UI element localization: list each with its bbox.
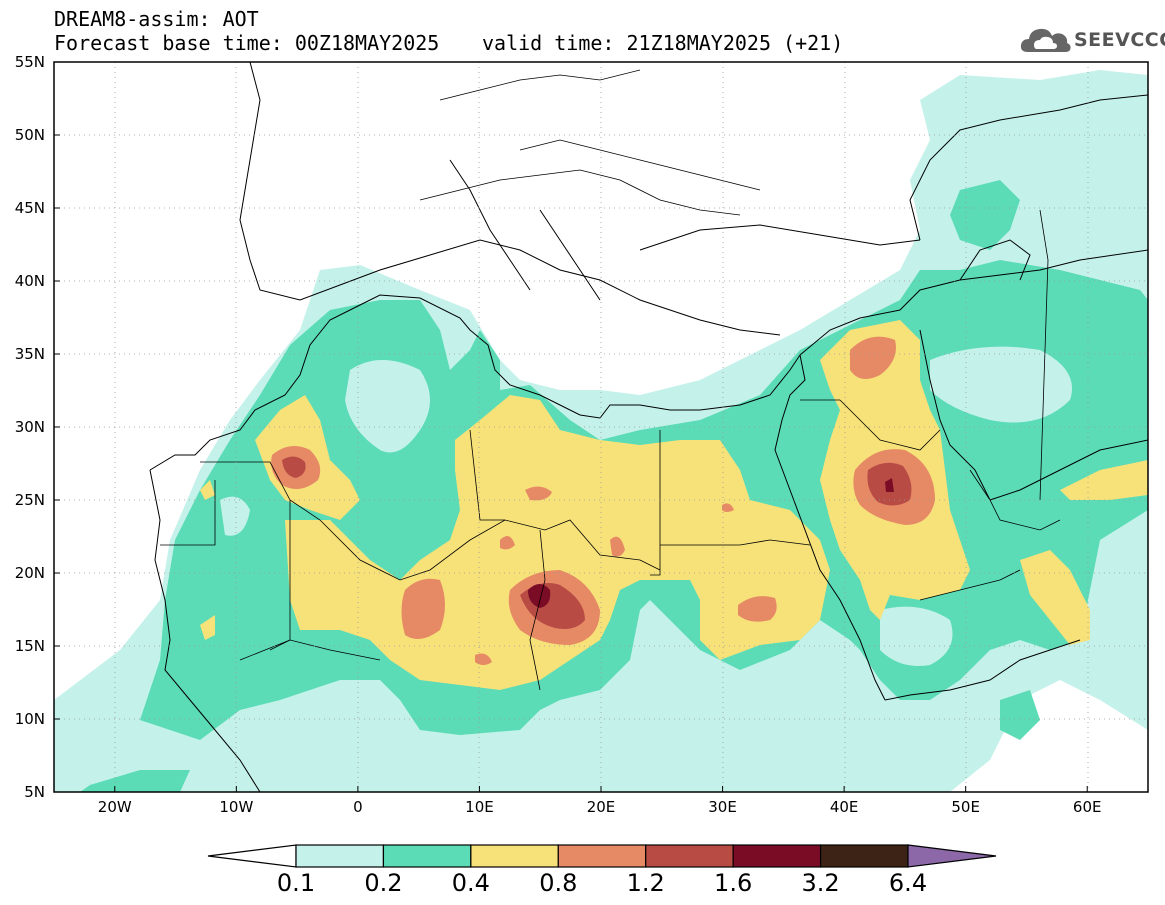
colorbar-label: 0.8: [539, 869, 578, 897]
colorbar-segment: [557, 844, 647, 868]
lat-label: 10N: [14, 710, 45, 728]
colorbar-segment: [645, 844, 734, 868]
lon-label: 60E: [1072, 798, 1102, 816]
colorbar-label: 6.4: [888, 869, 928, 897]
colorbar-segment: [819, 844, 909, 868]
lat-label: 40N: [14, 272, 45, 290]
coastlines: [149, 62, 1148, 792]
country-borders: [160, 69, 1061, 691]
lon-label: 40E: [829, 798, 859, 816]
aot-layer-1.6: [528, 478, 894, 608]
lon-label: 0: [353, 798, 363, 816]
colorbar-label: 3.2: [801, 869, 840, 897]
lon-label: 20W: [97, 798, 132, 816]
gridlines: [54, 62, 1148, 792]
lat-label: 50N: [14, 126, 45, 144]
colorbar-segment: [732, 844, 822, 868]
lat-label: 25N: [14, 491, 45, 509]
lat-label: 55N: [14, 53, 45, 71]
lon-label: 10W: [219, 798, 254, 816]
lon-label: 50E: [951, 798, 980, 816]
lon-label: 30E: [708, 798, 737, 816]
lat-label: 15N: [14, 637, 45, 655]
lat-label: 45N: [14, 199, 45, 217]
lat-label: 20N: [14, 564, 45, 582]
forecast-base-time: Forecast base time: 00Z18MAY2025: [54, 31, 440, 55]
aot-layer-0.1-patches: [220, 346, 1072, 666]
chart-title: DREAM8-assim: AOT: [54, 7, 259, 31]
cloud-icon: [1020, 28, 1071, 52]
colorbar-left-extension: [207, 844, 297, 868]
colorbar-label: 0.1: [276, 869, 316, 897]
colorbar-segment: [295, 844, 385, 868]
colorbar-segment: [382, 844, 472, 868]
colorbar-label: 1.2: [626, 869, 665, 897]
valid-time: valid time: 21Z18MAY2025 (+21): [482, 31, 844, 55]
lat-label: 5N: [24, 783, 45, 801]
lon-label: 10E: [465, 798, 494, 816]
colorbar-label: 1.6: [714, 869, 753, 897]
axis-ticks: [54, 61, 1088, 793]
lat-label: 30N: [14, 418, 45, 436]
colorbar-label: 0.4: [451, 869, 490, 897]
colorbar-label: 0.2: [364, 869, 403, 897]
logo-text: SEEVCCC: [1074, 29, 1165, 51]
colorbar-segment: [470, 844, 559, 868]
seevccc-logo: SEEVCCC: [1018, 24, 1165, 58]
lon-label: 20E: [586, 798, 616, 816]
lat-label: 35N: [14, 345, 45, 363]
colorbar-right-extension: [907, 844, 997, 868]
